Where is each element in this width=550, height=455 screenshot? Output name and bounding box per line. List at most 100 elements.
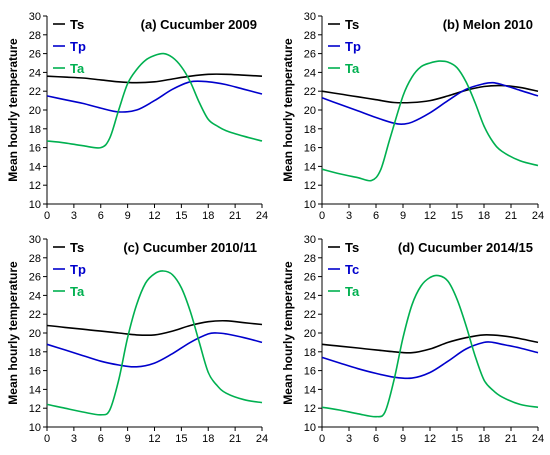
y-tick-label: 12 [304, 403, 316, 415]
x-tick-label: 24 [256, 433, 268, 445]
y-tick-label: 30 [29, 11, 41, 23]
x-tick-label: 6 [98, 210, 104, 222]
y-tick-label: 18 [304, 347, 316, 359]
x-tick-label: 3 [346, 210, 352, 222]
y-tick-label: 30 [304, 234, 316, 246]
y-tick-label: 28 [29, 30, 41, 42]
x-tick-label: 12 [148, 210, 160, 222]
y-tick-label: 16 [304, 366, 316, 378]
legend-label-ta: Ta [70, 284, 85, 299]
x-tick-label: 12 [424, 433, 436, 445]
legend-label-ta: Ta [345, 61, 360, 76]
legend-label-ts: Ts [70, 17, 84, 32]
panel-d: 10 12 14 16 18 20 22 24 26 28 30 0 3 6 9 12 15 18 21 24 Mean… [281, 234, 544, 445]
y-tick-label: 10 [304, 422, 316, 434]
legend-label-ts: Ts [345, 17, 359, 32]
y-tick-label: 14 [304, 161, 316, 173]
y-tick-label: 22 [304, 86, 316, 98]
y-tick-label: 18 [304, 124, 316, 136]
y-tick-label: 16 [29, 366, 41, 378]
y-axis-label: Mean hourly temperature [6, 38, 20, 182]
series-line-ts [46, 319, 263, 337]
y-tick-label: 20 [304, 105, 316, 117]
x-tick-label: 6 [373, 210, 379, 222]
x-tick-label: 18 [202, 210, 214, 222]
x-tick-label: 15 [451, 210, 463, 222]
y-tick-label: 14 [304, 384, 316, 396]
x-tick-label: 18 [478, 210, 490, 222]
x-tick-label: 12 [424, 210, 436, 222]
x-tick-label: 0 [44, 433, 50, 445]
x-tick-label: 15 [175, 210, 187, 222]
y-tick-label: 18 [29, 347, 41, 359]
y-tick-label: 28 [29, 253, 41, 265]
panel-title: (a) Cucumber 2009 [141, 17, 257, 32]
y-tick-label: 28 [304, 253, 316, 265]
y-tick-label: 26 [29, 49, 41, 61]
x-tick-label: 21 [505, 433, 517, 445]
y-tick-label: 20 [304, 328, 316, 340]
panel-a: 10 12 14 16 18 20 22 24 26 28 30 0 3 6 9 12 15 18 21 24 Mean… [6, 11, 268, 222]
y-tick-label: 22 [29, 86, 41, 98]
y-tick-label: 24 [29, 290, 41, 302]
panel-title: (b) Melon 2010 [443, 17, 533, 32]
series-line-ta [321, 60, 539, 182]
y-axis-label: Mean hourly temperature [281, 261, 295, 405]
legend-label-ts: Ts [70, 240, 84, 255]
panel-c: 10 12 14 16 18 20 22 24 26 28 30 0 3 6 9 12 15 18 21 24 Mean… [6, 234, 268, 445]
y-tick-label: 24 [304, 290, 316, 302]
series-line-ta [46, 52, 263, 149]
y-tick-label: 30 [29, 234, 41, 246]
x-tick-label: 6 [98, 433, 104, 445]
x-tick-label: 21 [229, 433, 241, 445]
legend-label-tp: Tp [345, 39, 361, 54]
y-tick-label: 26 [29, 272, 41, 284]
y-tick-label: 26 [304, 272, 316, 284]
x-tick-label: 9 [400, 210, 406, 222]
y-tick-label: 20 [29, 328, 41, 340]
y-tick-label: 18 [29, 124, 41, 136]
y-tick-label: 22 [29, 309, 41, 321]
y-tick-label: 28 [304, 30, 316, 42]
x-tick-label: 18 [202, 433, 214, 445]
y-tick-label: 20 [29, 105, 41, 117]
x-tick-label: 3 [71, 210, 77, 222]
x-tick-label: 0 [319, 210, 325, 222]
y-tick-label: 26 [304, 49, 316, 61]
series-line-tp [46, 332, 263, 368]
x-tick-label: 6 [373, 433, 379, 445]
series-line-ta [46, 270, 263, 416]
series-line-tp [321, 81, 539, 125]
x-tick-label: 0 [319, 433, 325, 445]
x-tick-label: 21 [229, 210, 241, 222]
x-tick-label: 3 [346, 433, 352, 445]
y-tick-label: 12 [304, 180, 316, 192]
x-tick-label: 24 [532, 433, 544, 445]
panel-title: (c) Cucumber 2010/11 [123, 240, 257, 255]
x-tick-label: 3 [71, 433, 77, 445]
x-tick-label: 9 [125, 210, 131, 222]
y-tick-label: 12 [29, 403, 41, 415]
y-tick-label: 10 [29, 199, 41, 211]
panel-b: 10 12 14 16 18 20 22 24 26 28 30 0 3 6 9 12 15 18 21 24 Mean… [281, 11, 544, 222]
legend-label-ta: Ta [345, 284, 360, 299]
panel-title: (d) Cucumber 2014/15 [398, 240, 533, 255]
x-tick-label: 0 [44, 210, 50, 222]
series-line-ts [321, 84, 539, 104]
y-axis-label: Mean hourly temperature [281, 38, 295, 182]
y-axis-label: Mean hourly temperature [6, 261, 20, 405]
x-tick-label: 15 [451, 433, 463, 445]
y-tick-label: 16 [29, 143, 41, 155]
y-tick-label: 22 [304, 309, 316, 321]
series-line-tp [46, 80, 263, 113]
x-tick-label: 24 [256, 210, 268, 222]
x-tick-label: 18 [478, 433, 490, 445]
x-tick-label: 9 [125, 433, 131, 445]
y-tick-label: 24 [29, 67, 41, 79]
y-tick-label: 10 [29, 422, 41, 434]
legend-label-tc: Tc [345, 262, 359, 277]
legend-label-tp: Tp [70, 262, 86, 277]
y-tick-label: 30 [304, 11, 316, 23]
y-tick-label: 14 [29, 161, 41, 173]
